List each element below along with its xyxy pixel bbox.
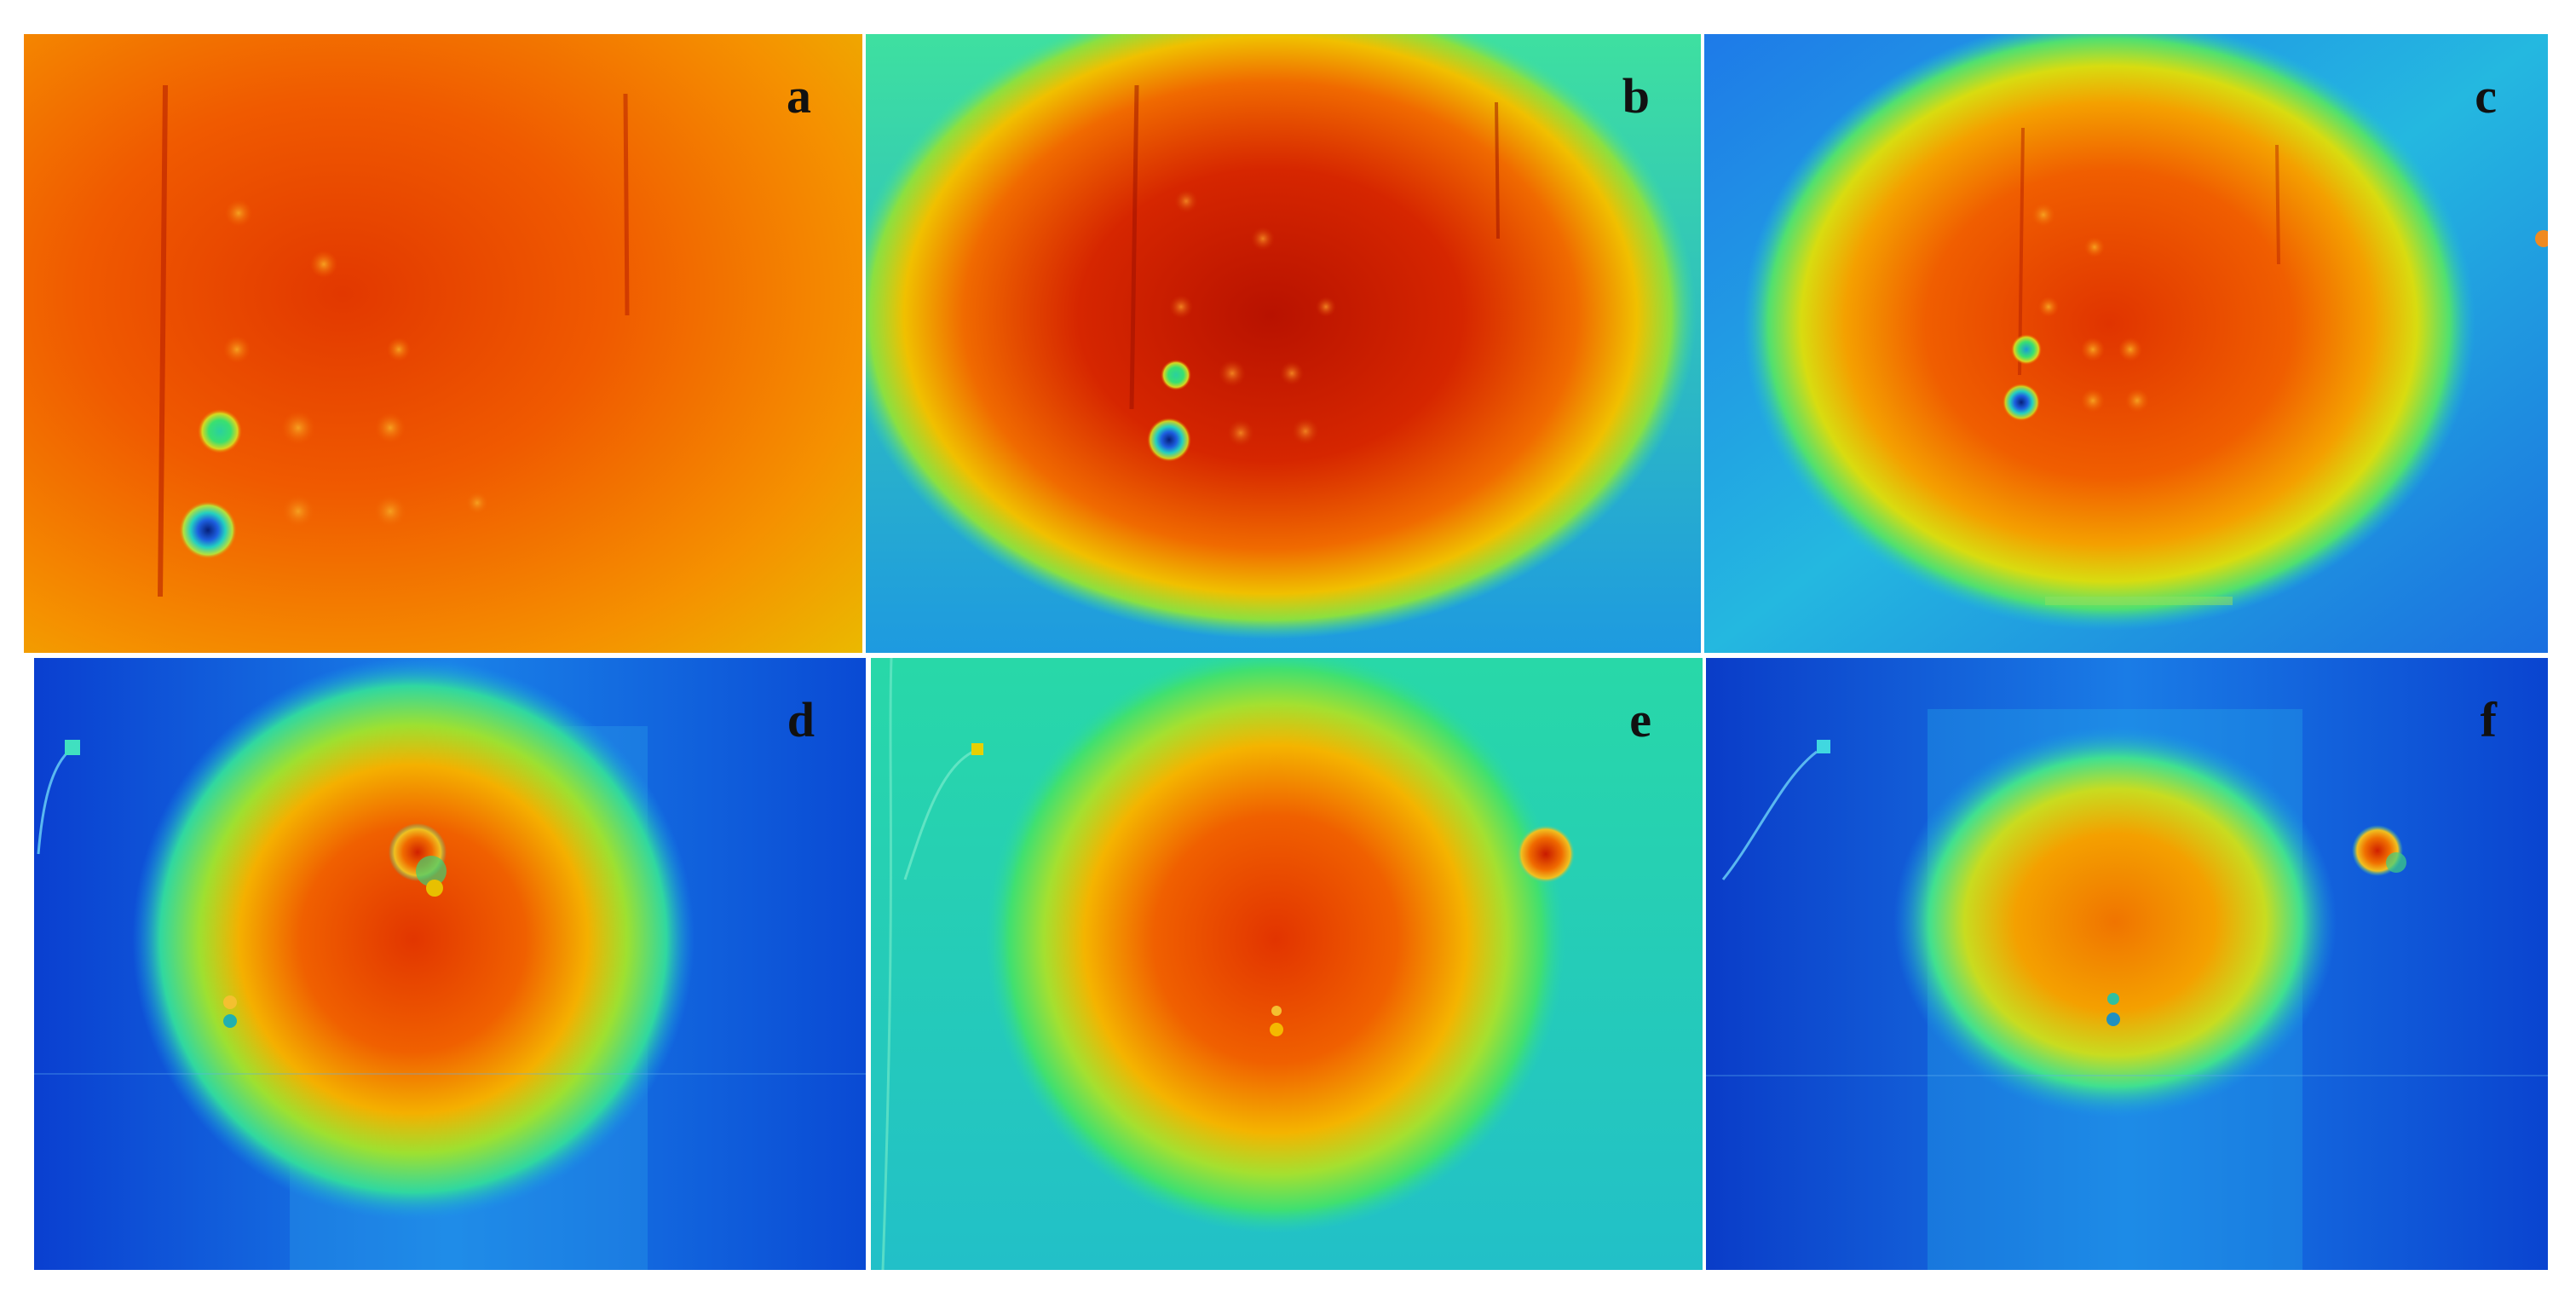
panel-label-e: e <box>1629 692 1651 747</box>
thermal-image-d <box>34 658 866 1270</box>
thermal-image-f <box>1706 658 2548 1270</box>
thermal-image-e <box>871 658 1703 1270</box>
thermal-panel-d: d <box>34 658 866 1270</box>
panel-label-d: d <box>787 692 815 747</box>
thermal-image-b <box>866 34 1701 653</box>
thermal-panel-a: a <box>24 34 862 653</box>
thermal-panel-e: e <box>871 658 1703 1270</box>
thermal-image-a <box>24 34 862 653</box>
thermal-panel-c: c <box>1704 34 2548 653</box>
panel-label-b: b <box>1622 68 1650 124</box>
thermal-panel-b: b <box>866 34 1701 653</box>
thermal-panel-f: f <box>1706 658 2548 1270</box>
panel-label-a: a <box>787 68 811 124</box>
panel-label-f: f <box>2480 692 2497 747</box>
panel-label-c: c <box>2475 68 2497 124</box>
thermal-image-c <box>1704 34 2548 653</box>
